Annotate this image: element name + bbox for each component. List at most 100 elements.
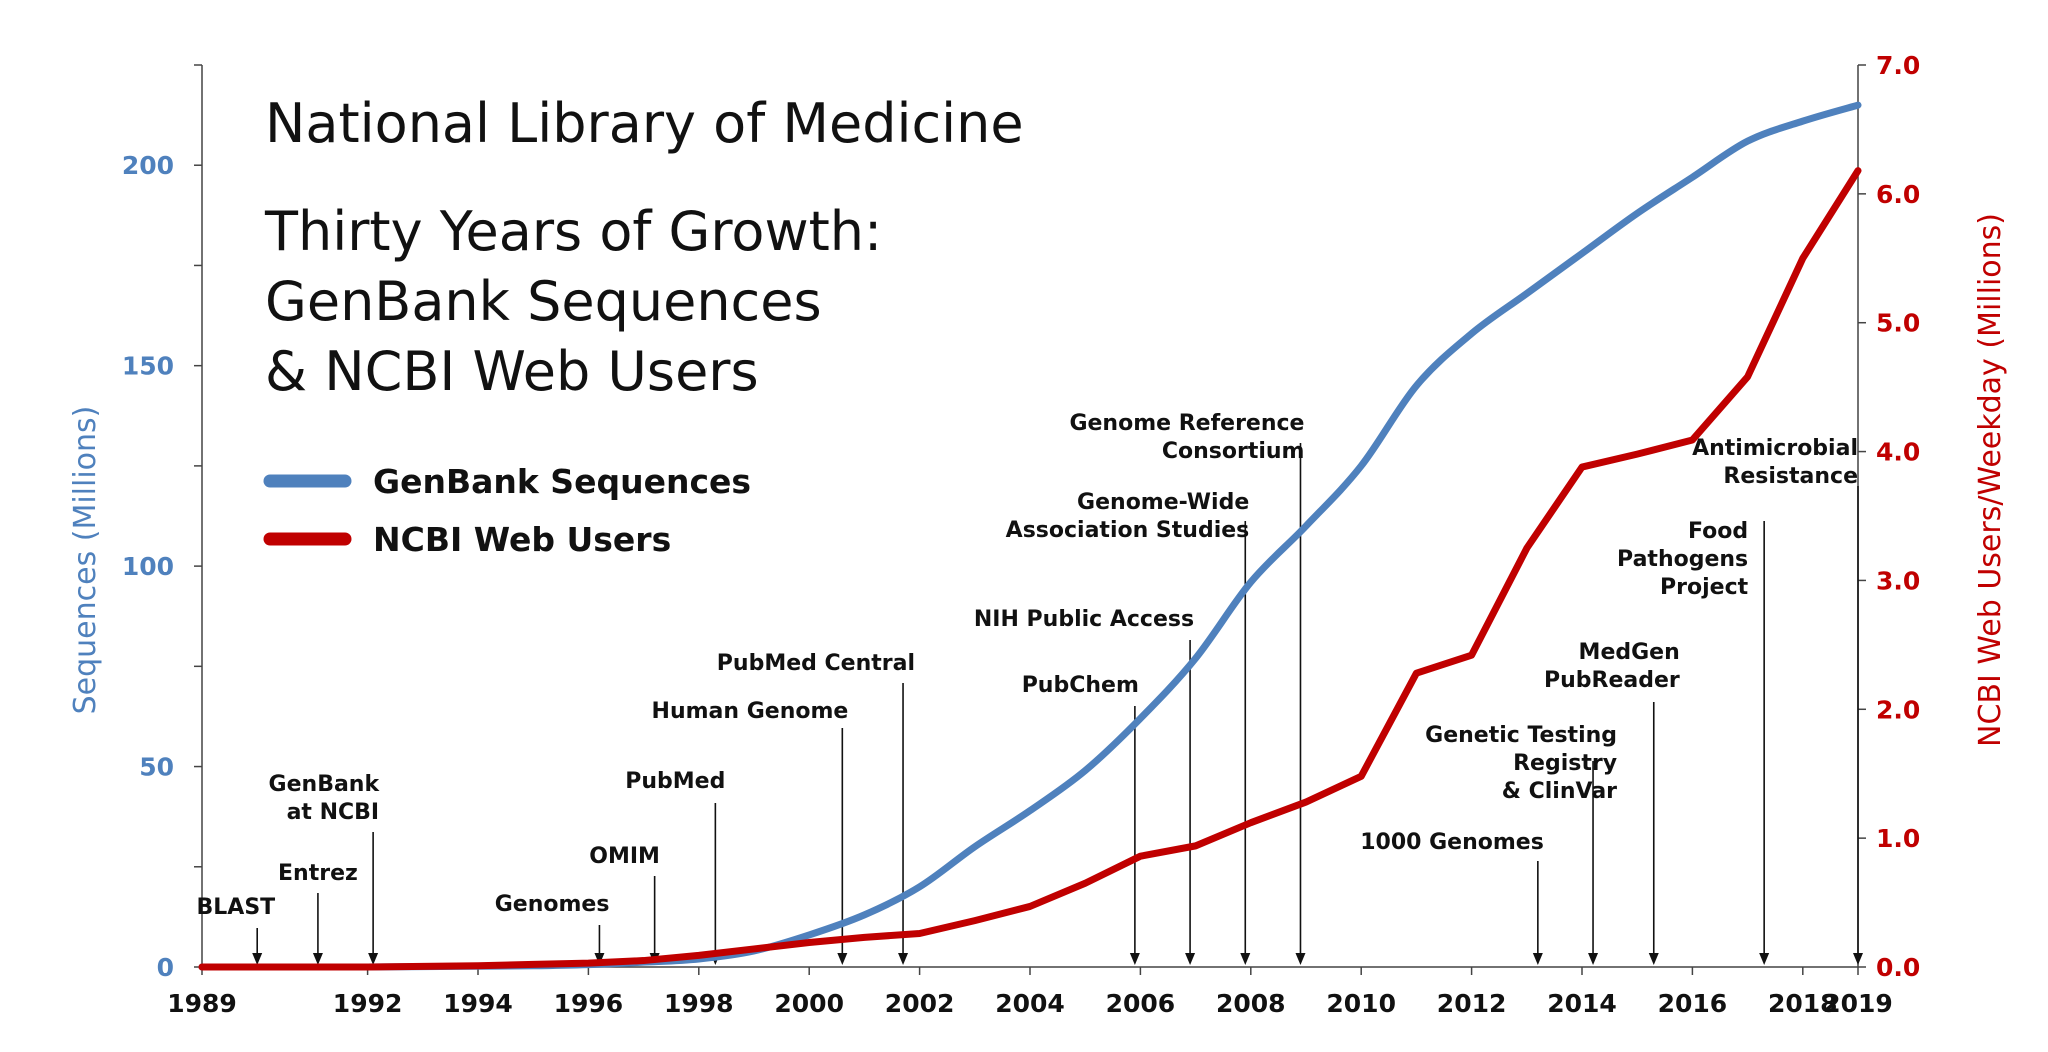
legend: GenBank Sequences NCBI Web Users [263, 462, 751, 559]
annotation-label: BLAST [197, 895, 276, 920]
annotation-arrow-head [594, 953, 605, 965]
annotation-label: NIH Public Access [974, 607, 1194, 632]
legend-label-genbank: GenBank Sequences [373, 462, 751, 501]
annotation-label: Entrez [278, 861, 358, 886]
x-tick-label: 1998 [664, 989, 734, 1018]
annotation: PubMed [625, 769, 725, 965]
annotation: 1000 Genomes [1360, 830, 1544, 965]
annotation: Genome-Wide Association Studies [1006, 490, 1251, 965]
x-tick-label: 1989 [167, 989, 237, 1018]
chart-subtitle-line-3: & NCBI Web Users [265, 340, 759, 403]
annotation-label: MedGen [1579, 640, 1680, 665]
x-tick-label: 2004 [995, 989, 1065, 1018]
annotation-label: Genomes [495, 892, 610, 917]
x-tick-label: 1992 [333, 989, 403, 1018]
annotation: Genome Reference Consortium [1069, 411, 1306, 965]
annotation-label: Registry [1513, 751, 1617, 776]
annotation-label: PubChem [1022, 673, 1139, 698]
legend-label-users: NCBI Web Users [373, 520, 671, 559]
x-tick-label: 2002 [885, 989, 955, 1018]
y-right-tick-label: 4.0 [1876, 438, 1920, 467]
x-tick-label: 2014 [1547, 989, 1617, 1018]
y-right-tick-label: 1.0 [1876, 824, 1920, 853]
annotation-label: PubMed [625, 769, 725, 794]
annotation-arrow-head [1185, 953, 1196, 965]
annotation-arrow-head [1532, 953, 1543, 965]
annotation-label: GenBank [269, 772, 381, 797]
annotation-label: & ClinVar [1502, 779, 1617, 804]
x-tick-label: 2010 [1326, 989, 1396, 1018]
annotation-arrow-head [1295, 953, 1306, 965]
annotation-label: Consortium [1162, 439, 1305, 464]
annotation-label: Genetic Testing [1425, 723, 1617, 748]
x-tick-label: 2016 [1658, 989, 1728, 1018]
annotation-label: at NCBI [287, 800, 380, 825]
series-line-users [198, 167, 1862, 971]
annotation: GenBank at NCBI [269, 772, 381, 965]
x-tick-label: 1994 [443, 989, 513, 1018]
annotation-arrow-head [252, 953, 263, 965]
annotation: Food Pathogens Project [1617, 519, 1770, 965]
chart-subtitle-line-1: Thirty Years of Growth: [264, 200, 882, 263]
annotation-label: Project [1660, 575, 1749, 600]
annotation-label: Association Studies [1006, 518, 1250, 543]
annotation-arrow-head [368, 953, 379, 965]
y-left-tick-label: 150 [122, 352, 174, 381]
series [198, 101, 1862, 971]
x-tick-label: 2019 [1823, 989, 1893, 1018]
x-tick-label: 2012 [1437, 989, 1507, 1018]
x-tick-label: 2000 [774, 989, 844, 1018]
y-left-tick-label: 100 [122, 552, 174, 581]
annotation-label: Food [1688, 519, 1748, 544]
annotation: Genomes [495, 892, 610, 965]
annotation-label: Pathogens [1617, 547, 1748, 572]
chart-title: National Library of Medicine [265, 92, 1024, 155]
annotation-label: PubMed Central [717, 651, 915, 676]
annotation: PubMed Central [717, 651, 915, 965]
x-tick-label: 2008 [1216, 989, 1286, 1018]
annotation: PubChem [1022, 673, 1140, 965]
x-tick-label: 2018 [1768, 989, 1838, 1018]
annotation-label: Resistance [1723, 464, 1858, 489]
y-right-tick-label: 3.0 [1876, 566, 1920, 595]
annotation: MedGen PubReader [1544, 640, 1680, 965]
annotation-arrow-head [1648, 953, 1659, 965]
y-left-tick-label: 0 [157, 953, 174, 982]
annotation-arrow-head [1588, 953, 1599, 965]
annotation-label: Antimicrobial [1692, 436, 1858, 461]
y-axis-left-title: Sequences (Millions) [68, 406, 103, 715]
x-tick-label: 1996 [554, 989, 624, 1018]
axes: 0 50 100 150 200 0.0 1.0 2.0 3.0 4.0 5.0 6.0 7.0 1989… [122, 51, 1920, 1018]
annotation-arrow-head [312, 953, 323, 965]
annotation-arrow-head [837, 953, 848, 965]
annotation: NIH Public Access [974, 607, 1196, 965]
annotation: Entrez [278, 861, 358, 965]
annotation: BLAST [197, 895, 276, 965]
y-right-tick-label: 2.0 [1876, 695, 1920, 724]
annotation-arrow-head [1759, 953, 1770, 965]
y-left-tick-label: 50 [139, 753, 174, 782]
y-right-tick-label: 7.0 [1876, 51, 1920, 80]
annotation: Genetic Testing Registry & ClinVar [1425, 723, 1617, 965]
chart-subtitle-line-2: GenBank Sequences [265, 270, 822, 333]
y-right-tick-label: 5.0 [1876, 309, 1920, 338]
annotation-arrow-head [1853, 953, 1863, 965]
annotation-label: Genome Reference [1069, 411, 1304, 436]
annotation-arrow-head [898, 953, 909, 965]
annotation: Human Genome [652, 699, 849, 965]
annotation-label: 1000 Genomes [1360, 830, 1544, 855]
annotation-label: Human Genome [652, 699, 849, 724]
y-left-tick-label: 200 [122, 151, 174, 180]
annotation-arrow-head [1240, 953, 1251, 965]
y-axis-right-title: NCBI Web Users/Weekday (Millions) [1973, 213, 2008, 747]
annotation-arrow-head [1129, 953, 1140, 965]
y-right-tick-label: 0.0 [1876, 953, 1920, 982]
x-tick-label: 2006 [1106, 989, 1176, 1018]
annotation-label: OMIM [589, 844, 660, 869]
annotation-label: PubReader [1544, 668, 1680, 693]
annotation-label: Genome-Wide [1077, 490, 1249, 515]
annotation: Antimicrobial Resistance [1692, 436, 1863, 965]
y-right-tick-label: 6.0 [1876, 180, 1920, 209]
